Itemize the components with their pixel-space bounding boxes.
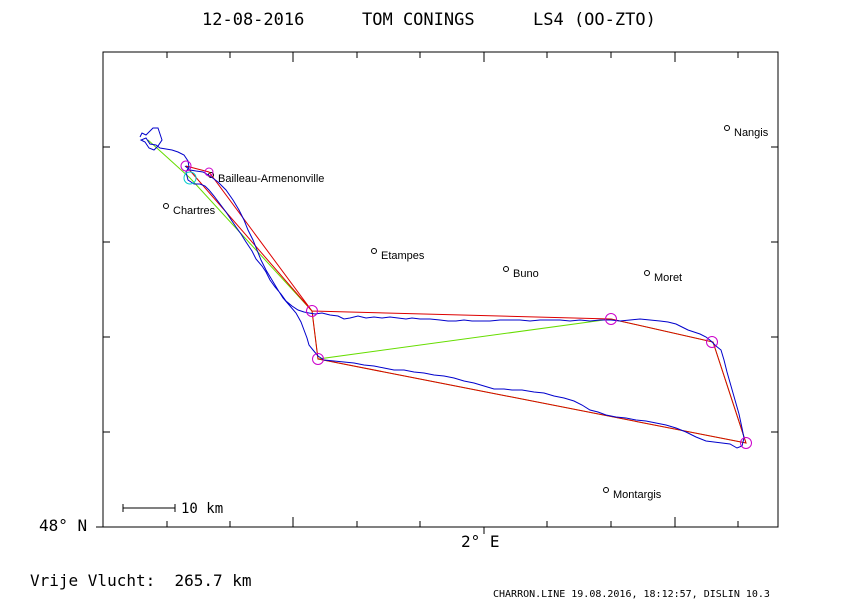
free-flight-distance: Vrije Vlucht: 265.7 km [30, 571, 252, 590]
city-marker [371, 248, 377, 254]
city-chartres: Chartres [163, 203, 216, 217]
city-label: Moret [654, 272, 682, 284]
city-moret: Moret [644, 270, 682, 284]
turnpoint-marker [204, 167, 214, 177]
title-glider: LS4 (OO-ZTO) [533, 10, 656, 30]
city-label: Montargis [613, 489, 662, 501]
city-label: Bailleau-Armenonville [218, 173, 324, 185]
frame-ticks [96, 52, 778, 534]
turnpoint-marker [180, 160, 192, 172]
declared-task-line [185, 165, 747, 444]
map-frame [102, 51, 779, 528]
city-bailleau-armenonville: Bailleau-Armenonville [208, 172, 324, 185]
city-label: Chartres [173, 205, 216, 217]
title-pilot: TOM CONINGS [362, 10, 475, 30]
start-point-marker [183, 171, 197, 185]
longitude-label: 2° E [461, 532, 500, 551]
turnpoint-marker [312, 353, 324, 365]
flight-track [139, 127, 745, 449]
scale-bar [122, 504, 176, 512]
software-credit: CHARRON.LINE 19.08.2016, 18:12:57, DISLI… [493, 589, 770, 600]
latitude-label: 48° N [39, 516, 87, 535]
city-etampes: Etampes [371, 248, 425, 262]
city-marker [644, 270, 650, 276]
turnpoint-marker [306, 305, 318, 317]
turnpoint-marker [706, 336, 718, 348]
city-marker [163, 203, 169, 209]
scale-label: 10 km [181, 501, 223, 517]
city-label: Buno [513, 268, 539, 280]
scored-task-line [147, 139, 747, 444]
turnpoint-marker [740, 437, 752, 449]
city-montargis: Montargis [603, 487, 662, 501]
turnpoints [180, 160, 752, 449]
city-buno: Buno [503, 266, 539, 280]
city-marker [724, 125, 730, 131]
city-marker [503, 266, 509, 272]
city-label: Nangis [734, 127, 769, 139]
title-date: 12-08-2016 [202, 10, 304, 30]
city-nangis: Nangis [724, 125, 769, 139]
turnpoint-marker [605, 313, 617, 325]
city-label: Etampes [381, 250, 425, 262]
city-marker [603, 487, 609, 493]
